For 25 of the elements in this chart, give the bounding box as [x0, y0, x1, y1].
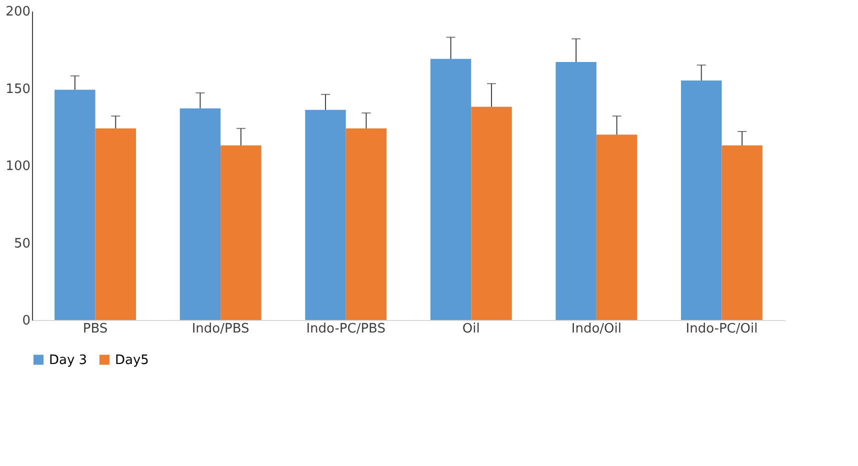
y-tick-label: 200 — [6, 4, 30, 20]
bar — [556, 62, 596, 320]
x-tick-label: Indo/Oil — [571, 322, 622, 336]
y-tick-label: 50 — [14, 236, 30, 252]
y-tick-label: 100 — [6, 159, 30, 174]
x-tick-label: PBS — [82, 322, 108, 336]
x-tick-label: Oil — [462, 322, 480, 336]
bar — [722, 145, 762, 320]
bar — [430, 58, 472, 320]
bar — [180, 108, 221, 320]
bar — [471, 106, 512, 320]
y-tick-label: 0 — [22, 314, 30, 328]
legend-label: Day 3 — [49, 352, 88, 368]
x-tick-label: Indo-PC/PBS — [306, 322, 386, 336]
x-tick-label: Indo-PC/Oil — [686, 322, 758, 336]
bar — [95, 128, 136, 320]
bar — [596, 134, 638, 320]
bar — [305, 110, 346, 320]
bar — [346, 128, 387, 320]
bar — [54, 90, 96, 320]
legend-label: Day5 — [115, 352, 149, 368]
x-tick-label: Indo/PBS — [192, 322, 250, 336]
y-tick-label: 150 — [6, 82, 30, 97]
bar — [681, 80, 722, 320]
bar — [220, 145, 262, 320]
